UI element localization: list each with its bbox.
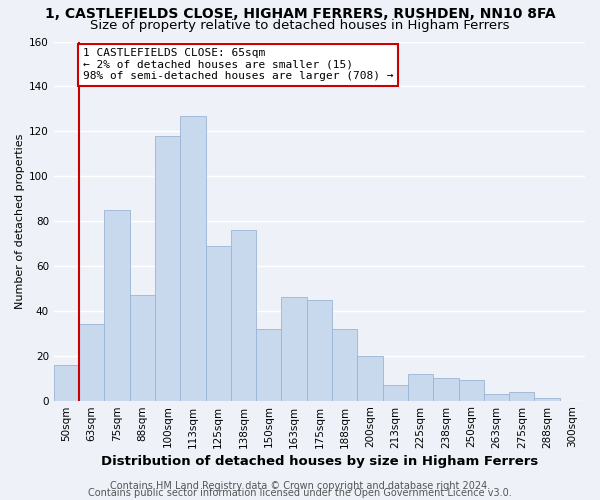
Bar	[256, 329, 281, 400]
Bar	[535, 398, 560, 400]
Bar	[180, 116, 206, 401]
Bar	[383, 385, 408, 400]
Bar	[54, 364, 79, 400]
Bar	[104, 210, 130, 400]
Text: 1 CASTLEFIELDS CLOSE: 65sqm
← 2% of detached houses are smaller (15)
98% of semi: 1 CASTLEFIELDS CLOSE: 65sqm ← 2% of deta…	[83, 48, 394, 82]
Y-axis label: Number of detached properties: Number of detached properties	[15, 134, 25, 308]
Text: Size of property relative to detached houses in Higham Ferrers: Size of property relative to detached ho…	[90, 18, 510, 32]
Bar	[433, 378, 458, 400]
Bar	[307, 300, 332, 400]
Text: 1, CASTLEFIELDS CLOSE, HIGHAM FERRERS, RUSHDEN, NN10 8FA: 1, CASTLEFIELDS CLOSE, HIGHAM FERRERS, R…	[44, 8, 556, 22]
X-axis label: Distribution of detached houses by size in Higham Ferrers: Distribution of detached houses by size …	[101, 454, 538, 468]
Bar	[332, 329, 358, 400]
Text: Contains public sector information licensed under the Open Government Licence v3: Contains public sector information licen…	[88, 488, 512, 498]
Bar	[130, 295, 155, 401]
Bar	[206, 246, 231, 400]
Bar	[458, 380, 484, 400]
Bar	[509, 392, 535, 400]
Bar	[408, 374, 433, 400]
Bar	[231, 230, 256, 400]
Bar	[281, 298, 307, 401]
Bar	[155, 136, 180, 400]
Bar	[79, 324, 104, 400]
Bar	[484, 394, 509, 400]
Bar	[358, 356, 383, 401]
Text: Contains HM Land Registry data © Crown copyright and database right 2024.: Contains HM Land Registry data © Crown c…	[110, 481, 490, 491]
